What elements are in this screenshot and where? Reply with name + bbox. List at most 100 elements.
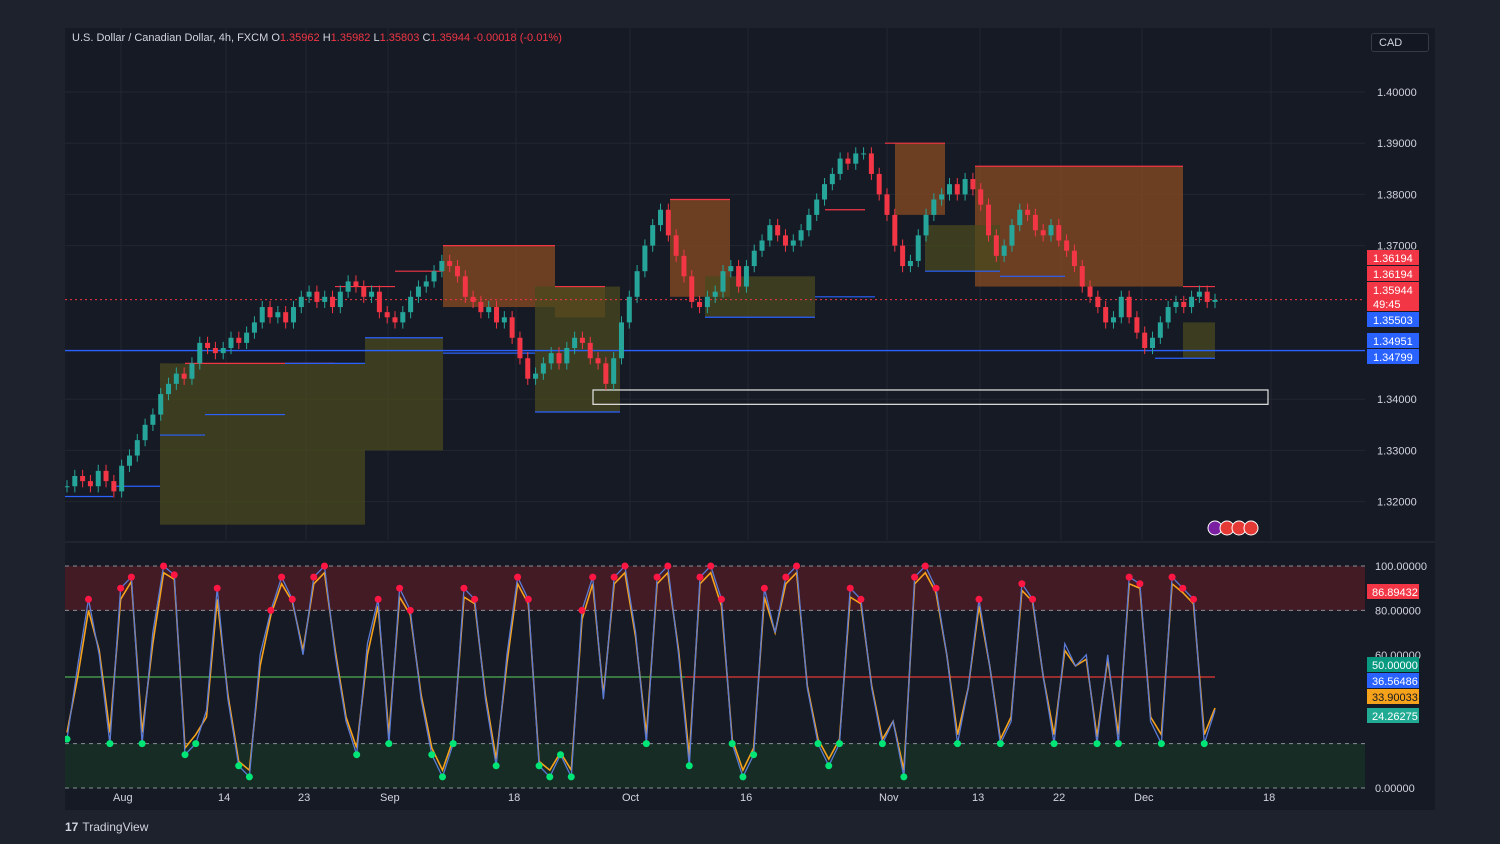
candle-body: [1095, 296, 1101, 308]
price-label-bg: [1367, 312, 1419, 327]
tradingview-icon: 17: [65, 820, 79, 834]
overbought-dot: [84, 595, 92, 603]
price-label: 1.35944: [1373, 285, 1413, 297]
overbought-dot: [213, 584, 221, 592]
candle-body: [1056, 225, 1062, 241]
oversold-dot: [1114, 740, 1122, 748]
oversold-dot: [138, 740, 146, 748]
overbought-dot: [471, 595, 479, 603]
oversold-dot: [385, 740, 393, 748]
candle-body: [876, 173, 882, 195]
candle-body: [845, 158, 851, 164]
candle-body: [978, 189, 984, 205]
candle-body: [431, 271, 437, 282]
price-tick-label: 1.34000: [1377, 394, 1417, 406]
chart-canvas[interactable]: 1.40000 1.39000 1.38000 1.37000 1.34000 1.330…: [65, 28, 1435, 810]
overbought-dot: [975, 595, 983, 603]
overbought-dot: [760, 584, 768, 592]
overbought-dot: [524, 595, 532, 603]
oversold-dot: [996, 740, 1004, 748]
overbought-dot: [1136, 580, 1144, 588]
price-label-bg: [1367, 349, 1419, 364]
candle-body: [1118, 296, 1124, 318]
overbought-dot: [653, 573, 661, 581]
oversold-dot: [1157, 740, 1165, 748]
candle-body: [673, 235, 679, 256]
oversold-dot: [1200, 740, 1208, 748]
osc-value-label: 36.56486: [1372, 676, 1418, 688]
price-tick-label: 1.32000: [1377, 497, 1417, 509]
oversold-dot: [492, 762, 500, 770]
candle-body: [1032, 214, 1038, 231]
oversold-dot: [835, 740, 843, 748]
candle-body: [275, 312, 281, 318]
candle-body: [1071, 250, 1077, 267]
price-tick-label: 1.33000: [1377, 445, 1417, 457]
candle-body: [298, 296, 304, 308]
candle-body: [1048, 225, 1054, 236]
overbought-dot: [589, 573, 597, 581]
overbought-dot: [1190, 595, 1198, 603]
candle-body: [197, 342, 203, 364]
overbought-dot: [857, 595, 865, 603]
candle-body: [986, 204, 992, 236]
overbought-dot: [707, 562, 715, 570]
time-axis-label: 14: [218, 792, 230, 804]
oversold-dot: [728, 740, 736, 748]
candle-body: [65, 486, 70, 488]
candle-body: [1103, 307, 1109, 323]
osc-value-label-bg: [1367, 584, 1419, 599]
osc-value-label-bg: [1367, 657, 1419, 672]
overbought-dot: [310, 573, 318, 581]
overbought-dot: [170, 571, 178, 579]
overbought-dot: [127, 573, 135, 581]
zone-box: [592, 389, 1269, 405]
open-value: 1.35962: [279, 32, 320, 44]
candle-body: [392, 317, 398, 323]
oversold-dot: [825, 762, 833, 770]
candle-body: [946, 184, 952, 195]
candle-body: [642, 245, 648, 272]
candle-body: [782, 235, 788, 246]
candle-body: [751, 250, 757, 267]
candle-body: [423, 281, 429, 287]
candle-body: [415, 286, 421, 297]
change-value: -0.00018 (-0.01%): [473, 32, 562, 44]
candle-body: [290, 307, 296, 323]
candle-body: [892, 214, 898, 246]
candle-body: [244, 332, 250, 343]
osc-tick-label: 100.00000: [1375, 561, 1427, 573]
overbought-dot: [1168, 573, 1176, 581]
overbought-dot: [278, 573, 286, 581]
candle-body: [400, 312, 406, 323]
candle-body: [306, 291, 312, 297]
currency-button[interactable]: CAD: [1371, 33, 1429, 52]
close-label: C: [422, 32, 431, 44]
candle-body: [1142, 332, 1148, 348]
osc-value-label-bg: [1367, 708, 1419, 723]
resistance-zone: [895, 143, 945, 215]
time-axis-label: 13: [972, 792, 984, 804]
time-axis-label: Dec: [1134, 792, 1154, 804]
osc-tick-label: 80.00000: [1375, 605, 1421, 617]
osc-value-label: 24.26275: [1372, 711, 1418, 723]
oversold-dot: [235, 762, 243, 770]
candle-body: [1150, 337, 1156, 348]
overbought-dot: [578, 606, 586, 614]
candle-body: [572, 337, 578, 348]
overbought-dot: [846, 584, 854, 592]
candle-body: [907, 260, 913, 267]
candle-body: [447, 260, 453, 267]
overbought-dot: [1029, 595, 1037, 603]
low-value: 1.35803: [379, 32, 420, 44]
time-axis-label: Aug: [113, 792, 133, 804]
candle-body: [611, 358, 617, 384]
osc-value-label: 33.90033: [1372, 692, 1418, 704]
price-label-bg: [1367, 266, 1419, 281]
low-label: L: [373, 32, 380, 44]
overbought-dot: [160, 562, 168, 570]
candle-body: [665, 209, 671, 236]
high-label: H: [322, 32, 331, 44]
candle-body: [283, 312, 289, 323]
candle-body: [470, 296, 476, 302]
